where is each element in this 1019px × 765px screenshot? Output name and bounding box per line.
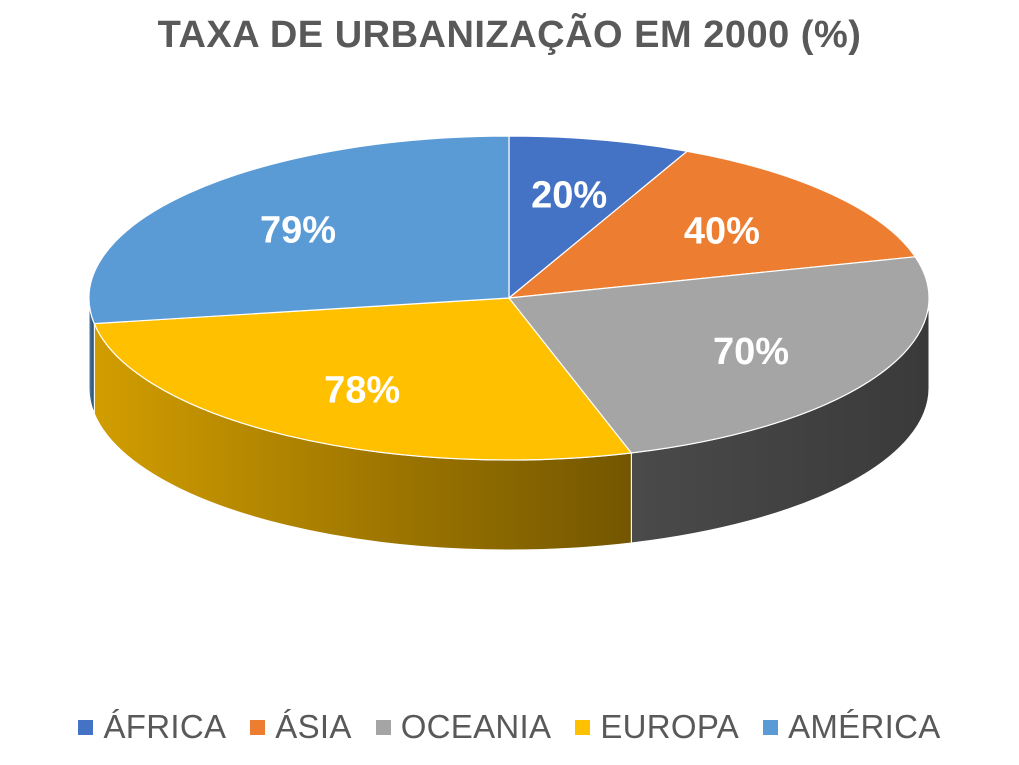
legend-swatch: [575, 719, 591, 735]
pie-slice-oceania: [507, 256, 930, 454]
legend-label: ÁFRICA: [103, 708, 227, 745]
legend-label: EUROPA: [600, 708, 740, 745]
legend-item-africa: ÁFRICA: [78, 708, 226, 746]
data-label-europa: 78%: [324, 370, 400, 412]
legend-label: OCEANIA: [400, 708, 552, 745]
pie-data-labels: 20% 40% 70% 78% 79%: [260, 175, 789, 412]
legend-label: ÁSIA: [275, 708, 352, 745]
legend-item-america: AMÉRICA: [763, 708, 940, 746]
legend-swatch: [250, 719, 266, 735]
data-label-africa: 20%: [531, 175, 607, 217]
legend: ÁFRICA ÁSIA OCEANIA EUROPA AMÉRICA: [0, 708, 1019, 746]
pie-slice-europa: [93, 297, 633, 461]
legend-label: AMÉRICA: [788, 708, 941, 745]
pie-slice-asia: [507, 150, 917, 299]
chart-title: TAXA DE URBANIZAÇÃO EM 2000 (%): [157, 14, 862, 56]
pie-slice-america: [88, 135, 510, 325]
legend-item-europa: EUROPA: [575, 708, 739, 746]
pie-slice-africa: [508, 135, 689, 300]
legend-swatch: [78, 719, 94, 735]
data-label-oceania: 70%: [713, 331, 789, 373]
legend-swatch: [375, 719, 391, 735]
data-label-asia: 40%: [684, 211, 760, 253]
legend-item-asia: ÁSIA: [250, 708, 351, 746]
legend-item-oceania: OCEANIA: [375, 708, 552, 746]
data-label-america: 79%: [260, 210, 336, 252]
legend-swatch: [763, 719, 779, 735]
pie-top-faces: [88, 135, 930, 461]
